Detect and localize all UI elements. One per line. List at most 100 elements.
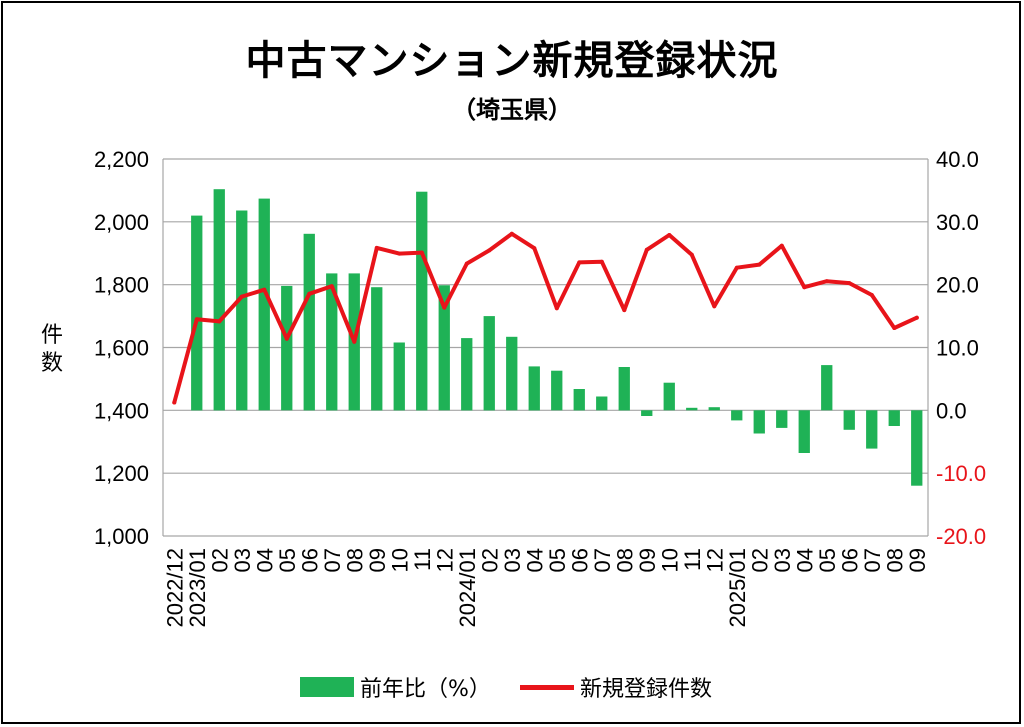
right-tick-label: 0.0 — [936, 398, 967, 423]
line-point — [464, 261, 469, 266]
right-tick-label: 10.0 — [936, 336, 979, 361]
bar — [866, 410, 878, 449]
x-tick-label: 11 — [680, 548, 705, 571]
line-point — [307, 291, 312, 296]
chart-title: 中古マンション新規登録状況 — [245, 38, 779, 84]
x-tick-label: 11 — [410, 548, 435, 571]
line-point — [892, 326, 897, 330]
bar — [506, 336, 518, 411]
bar — [686, 407, 698, 411]
right-tick-label: -20.0 — [936, 524, 986, 549]
line-point — [802, 285, 807, 290]
bar — [213, 189, 225, 411]
right-tick-label: -10.0 — [936, 461, 986, 486]
line-point — [599, 259, 604, 264]
x-tick-label: 04 — [522, 548, 547, 572]
left-tick-label: 2,000 — [94, 210, 149, 235]
line-point — [352, 339, 357, 344]
bar — [911, 410, 923, 486]
x-tick-label: 2024/01 — [455, 548, 480, 628]
left-tick-label: 1,000 — [94, 524, 149, 549]
x-tick-label: 04 — [252, 548, 277, 572]
bar — [596, 396, 608, 411]
line-point — [442, 305, 447, 310]
bar — [641, 410, 653, 416]
line-point — [262, 287, 267, 292]
bar — [303, 233, 315, 411]
line-point — [419, 250, 424, 255]
bar — [281, 285, 293, 411]
bar — [371, 287, 383, 411]
line-point — [734, 265, 739, 270]
line-point — [779, 243, 784, 248]
line-point — [239, 294, 244, 299]
line-point — [172, 400, 177, 405]
line-point — [622, 308, 627, 313]
x-tick-label: 04 — [792, 548, 817, 572]
x-tick-label: 09 — [635, 548, 660, 572]
line-point — [554, 306, 559, 311]
chart-subtitle: （埼玉県） — [452, 96, 572, 124]
line-point — [869, 293, 874, 297]
x-tick-label: 06 — [837, 548, 862, 572]
bar — [798, 410, 810, 453]
x-tick-label: 12 — [432, 548, 457, 572]
x-tick-label: 10 — [657, 548, 682, 572]
bar — [573, 389, 585, 411]
bar — [258, 198, 270, 411]
line-point — [397, 251, 402, 256]
left-tick-label: 1,800 — [94, 273, 149, 298]
bar — [326, 273, 338, 411]
x-tick-label: 05 — [815, 548, 840, 572]
line-point — [194, 317, 199, 322]
line-point — [667, 233, 672, 237]
line-point — [689, 252, 694, 257]
line-point — [757, 262, 762, 267]
x-tick-label: 12 — [702, 548, 727, 572]
legend-bar-label: 前年比（%） — [360, 677, 491, 702]
bar — [618, 367, 630, 411]
line-point — [712, 304, 717, 309]
line-point — [509, 231, 514, 236]
line-point — [847, 281, 852, 286]
line-series — [172, 231, 919, 405]
x-tick-label: 07 — [860, 548, 885, 572]
bar — [843, 410, 855, 430]
x-tick-label: 02 — [747, 548, 772, 572]
bar — [191, 215, 203, 411]
x-tick-label: 09 — [365, 548, 390, 572]
bar — [393, 342, 405, 411]
x-tick-label: 07 — [590, 548, 615, 572]
x-tick-label: 06 — [567, 548, 592, 572]
x-tick-label: 03 — [770, 548, 795, 572]
line-point — [577, 260, 582, 265]
x-tick-label: 08 — [882, 548, 907, 572]
bar — [888, 410, 900, 426]
bar — [528, 366, 540, 411]
line-point — [644, 247, 649, 252]
x-tick-label: 2025/01 — [725, 548, 750, 628]
x-tick-label: 03 — [500, 548, 525, 572]
bar — [483, 316, 495, 411]
left-axis-label: 件数 — [40, 323, 63, 376]
bar — [551, 370, 563, 411]
left-tick-label: 1,200 — [94, 461, 149, 486]
legend-line-swatch — [520, 684, 574, 690]
legend-item-bar: 前年比（%） — [300, 672, 491, 702]
x-tick-label: 05 — [275, 548, 300, 572]
x-tick-label: 2023/01 — [185, 548, 210, 628]
x-tick-label: 08 — [612, 548, 637, 572]
x-tick-label: 02 — [207, 548, 232, 572]
line-point — [217, 319, 222, 324]
x-tick-label: 10 — [387, 548, 412, 572]
line-point — [824, 279, 829, 284]
left-tick-label: 2,200 — [94, 147, 149, 172]
right-tick-label: 30.0 — [936, 210, 979, 235]
left-tick-label: 1,600 — [94, 336, 149, 361]
x-tick-label: 08 — [342, 548, 367, 572]
line-point — [329, 284, 334, 289]
line-point — [914, 315, 919, 320]
bar — [416, 191, 428, 411]
bar — [663, 382, 675, 411]
